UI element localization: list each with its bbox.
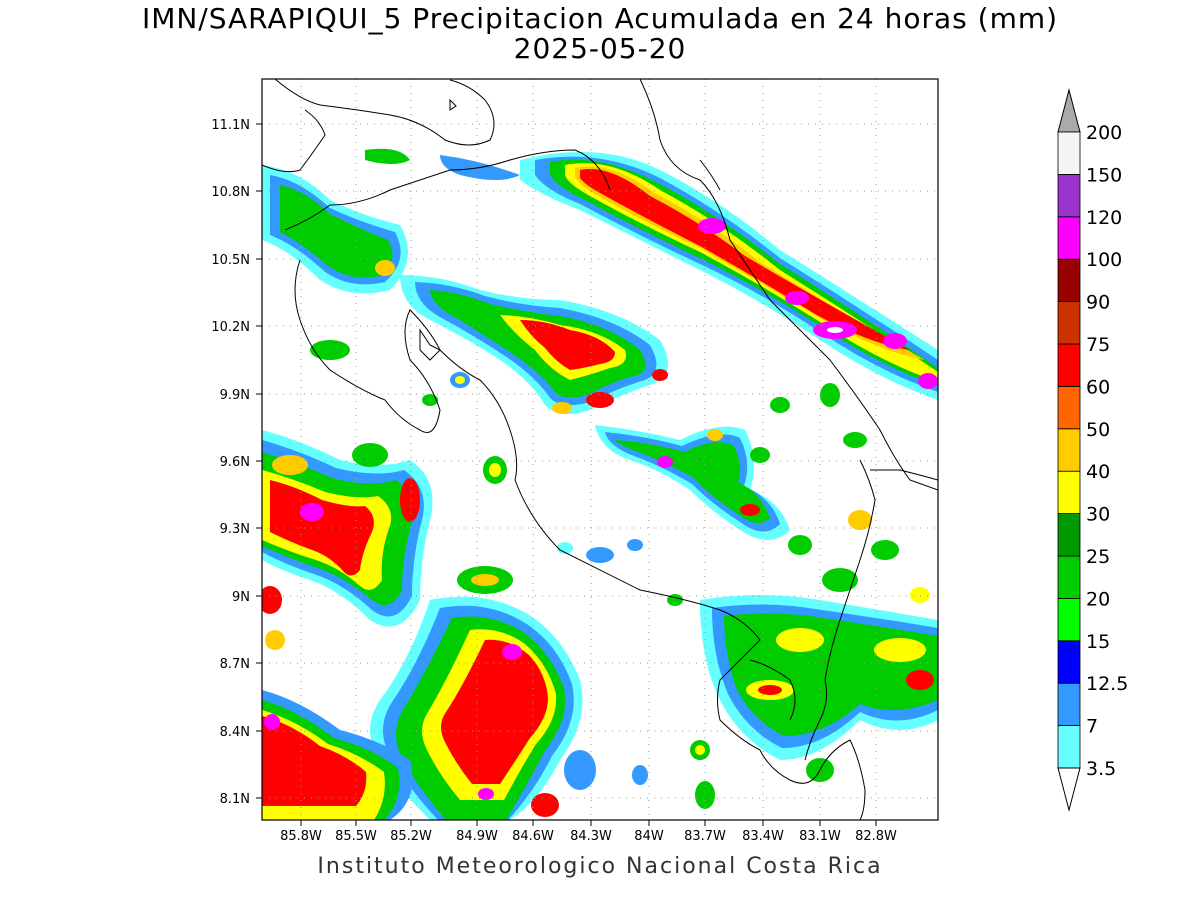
colorbar-label: 15 <box>1086 631 1110 653</box>
lat-tick-label: 8.4N <box>220 725 250 740</box>
lon-tick-label: 82.8W <box>855 829 897 844</box>
lat-tick-label: 10.2N <box>211 320 250 335</box>
lat-tick-label: 9.9N <box>220 388 250 403</box>
lat-tick-label: 11.1N <box>211 118 250 133</box>
colorbar-label: 150 <box>1086 164 1122 186</box>
colorbar-label: 7 <box>1086 716 1098 738</box>
colorbar-label: 50 <box>1086 419 1110 441</box>
colorbar-segment <box>1057 258 1081 303</box>
colorbar-segment <box>1057 173 1081 218</box>
colorbar-under-arrow <box>1057 767 1081 812</box>
colorbar-label: 25 <box>1086 546 1110 568</box>
colorbar-label: 40 <box>1086 461 1110 483</box>
lat-tick-label: 9.3N <box>220 522 250 537</box>
rain-cluster-west-pacific <box>262 430 433 627</box>
colorbar-segment <box>1057 682 1081 727</box>
precipitation-field <box>262 148 938 820</box>
rain-cells-scattered <box>262 340 930 817</box>
colorbar-segment <box>1057 428 1081 472</box>
colorbar-segment <box>1057 725 1081 769</box>
rain-cluster-southeast <box>700 510 938 760</box>
rain-cluster-southwest <box>262 690 413 820</box>
lon-tick-label: 83.1W <box>799 829 841 844</box>
colorbar-label: 12.5 <box>1086 673 1128 695</box>
rain-cluster-south-central <box>370 596 583 820</box>
colorbar-segment <box>1057 343 1081 387</box>
colorbar-segment <box>1057 216 1081 260</box>
lon-tick-label: 85.2W <box>390 829 432 844</box>
rain-cluster-northwest <box>262 148 520 294</box>
lon-tick-label: 85.5W <box>335 829 377 844</box>
lon-tick-label: 83.4W <box>742 829 784 844</box>
lon-tick-label: 84.6W <box>512 829 554 844</box>
lon-tick-label: 84W <box>634 829 664 844</box>
colorbar-label: 30 <box>1086 504 1110 526</box>
lat-tick-label: 8.7N <box>220 657 250 672</box>
colorbar-label: 90 <box>1086 292 1110 314</box>
lon-tick-label: 84.3W <box>570 829 612 844</box>
colorbar-segment <box>1057 555 1081 599</box>
longitude-labels: 85.8W 85.5W 85.2W 84.9W 84.6W 84.3W 84W … <box>280 829 897 844</box>
plot-frame <box>261 78 939 821</box>
colorbar-label: 75 <box>1086 334 1110 356</box>
lon-tick-label: 84.9W <box>456 829 498 844</box>
map-gridlines <box>262 79 938 820</box>
lat-tick-label: 9.6N <box>220 455 250 470</box>
colorbar-segment <box>1057 470 1081 515</box>
colorbar-label: 200 <box>1086 122 1122 144</box>
footer-credit: Instituto Meteorologico Nacional Costa R… <box>317 854 883 879</box>
latitude-labels: 11.1N 10.8N 10.5N 10.2N 9.9N 9.6N 9.3N 9… <box>211 118 250 807</box>
colorbar-over-arrow <box>1057 88 1081 133</box>
colorbar-legend: 3.5 7 12.5 15 20 25 30 40 50 60 75 90 100 120 150 200 <box>1057 88 1128 812</box>
colorbar-label: 60 <box>1086 376 1110 398</box>
colorbar-label: 100 <box>1086 249 1122 271</box>
colorbar-segment <box>1057 131 1081 175</box>
coastline-borders <box>262 79 938 820</box>
colorbar-segment <box>1057 640 1081 684</box>
lat-tick-label: 10.5N <box>211 253 250 268</box>
lat-tick-label: 9N <box>232 590 250 605</box>
colorbar-label: 3.5 <box>1086 758 1116 780</box>
colorbar-segment <box>1057 301 1081 345</box>
rain-band-caribbean <box>520 152 938 400</box>
lat-tick-label: 8.1N <box>220 792 250 807</box>
colorbar-segment <box>1057 598 1081 642</box>
lon-tick-label: 85.8W <box>280 829 322 844</box>
colorbar-segment <box>1057 513 1081 557</box>
colorbar-label: 20 <box>1086 588 1110 610</box>
map-date: 2025-05-20 <box>513 32 687 65</box>
lat-tick-label: 10.8N <box>211 185 250 200</box>
rain-band-central-north <box>400 275 668 414</box>
axis-ticks <box>256 123 877 826</box>
lon-tick-label: 83.7W <box>684 829 726 844</box>
colorbar-label: 120 <box>1086 207 1122 229</box>
map-title: IMN/SARAPIQUI_5 Precipitacion Acumulada … <box>141 2 1059 35</box>
colorbar-segment <box>1057 385 1081 430</box>
